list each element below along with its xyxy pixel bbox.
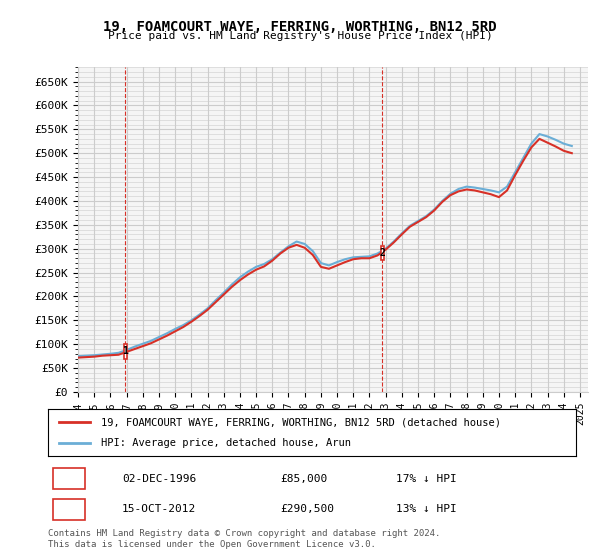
FancyBboxPatch shape	[124, 344, 127, 358]
Text: £290,500: £290,500	[280, 505, 334, 515]
Text: 2: 2	[66, 505, 73, 515]
FancyBboxPatch shape	[381, 246, 383, 260]
Text: 17% ↓ HPI: 17% ↓ HPI	[397, 474, 457, 483]
Text: 15-OCT-2012: 15-OCT-2012	[122, 505, 196, 515]
Text: 02-DEC-1996: 02-DEC-1996	[122, 474, 196, 483]
Text: 1: 1	[66, 474, 73, 483]
FancyBboxPatch shape	[53, 468, 85, 489]
Text: 2: 2	[379, 248, 385, 258]
FancyBboxPatch shape	[53, 499, 85, 520]
Text: 19, FOAMCOURT WAYE, FERRING, WORTHING, BN12 5RD: 19, FOAMCOURT WAYE, FERRING, WORTHING, B…	[103, 20, 497, 34]
Text: Price paid vs. HM Land Registry's House Price Index (HPI): Price paid vs. HM Land Registry's House …	[107, 31, 493, 41]
Text: 1: 1	[122, 347, 128, 356]
Text: £85,000: £85,000	[280, 474, 328, 483]
Text: Contains HM Land Registry data © Crown copyright and database right 2024.
This d: Contains HM Land Registry data © Crown c…	[48, 529, 440, 549]
Text: HPI: Average price, detached house, Arun: HPI: Average price, detached house, Arun	[101, 438, 351, 448]
Text: 13% ↓ HPI: 13% ↓ HPI	[397, 505, 457, 515]
Text: 19, FOAMCOURT WAYE, FERRING, WORTHING, BN12 5RD (detached house): 19, FOAMCOURT WAYE, FERRING, WORTHING, B…	[101, 417, 501, 427]
